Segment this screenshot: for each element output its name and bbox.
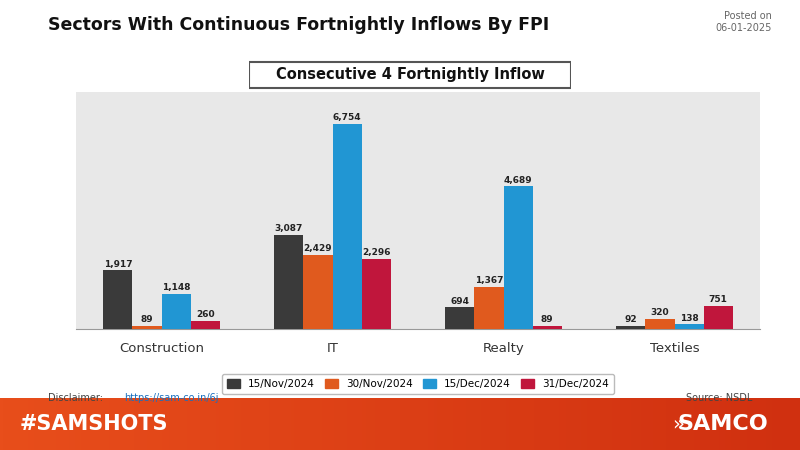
Bar bbox=[616, 326, 646, 328]
Text: 138: 138 bbox=[680, 314, 698, 323]
Text: 1,148: 1,148 bbox=[162, 283, 190, 292]
Bar bbox=[446, 307, 474, 328]
Legend: 15/Nov/2024, 30/Nov/2024, 15/Dec/2024, 31/Dec/2024: 15/Nov/2024, 30/Nov/2024, 15/Dec/2024, 3… bbox=[222, 374, 614, 394]
Text: SAMCO: SAMCO bbox=[678, 414, 768, 434]
Text: 2,296: 2,296 bbox=[362, 248, 390, 257]
Text: 1,917: 1,917 bbox=[103, 260, 132, 269]
Bar bbox=[162, 294, 190, 328]
Text: 4,689: 4,689 bbox=[504, 176, 532, 184]
Bar bbox=[362, 259, 390, 328]
Bar bbox=[274, 235, 303, 328]
Text: Disclaimer:: Disclaimer: bbox=[48, 393, 106, 403]
Text: 2,429: 2,429 bbox=[304, 244, 332, 253]
Bar bbox=[533, 326, 562, 328]
Text: 694: 694 bbox=[450, 297, 470, 306]
Text: Sectors With Continuous Fortnightly Inflows By FPI: Sectors With Continuous Fortnightly Infl… bbox=[48, 16, 550, 34]
Text: 89: 89 bbox=[141, 315, 154, 324]
Text: #SAMSHOTS: #SAMSHOTS bbox=[20, 414, 169, 434]
Bar bbox=[303, 255, 333, 328]
Text: Source: NSDL: Source: NSDL bbox=[686, 393, 752, 403]
Text: 260: 260 bbox=[196, 310, 214, 319]
Bar bbox=[103, 270, 133, 328]
Bar bbox=[646, 319, 674, 328]
Text: 1,367: 1,367 bbox=[474, 276, 503, 285]
Bar bbox=[133, 326, 162, 328]
Text: https://sam-co.in/6j: https://sam-co.in/6j bbox=[124, 393, 218, 403]
Text: 6,754: 6,754 bbox=[333, 113, 362, 122]
Bar bbox=[503, 186, 533, 328]
Text: 89: 89 bbox=[541, 315, 554, 324]
Text: Posted on
06-01-2025: Posted on 06-01-2025 bbox=[716, 11, 772, 33]
Text: 3,087: 3,087 bbox=[274, 224, 303, 233]
Text: 751: 751 bbox=[709, 295, 727, 304]
Text: 320: 320 bbox=[650, 308, 670, 317]
Bar bbox=[674, 324, 703, 328]
Bar bbox=[703, 306, 733, 328]
Bar bbox=[474, 287, 503, 328]
Text: Consecutive 4 Fortnightly Inflow: Consecutive 4 Fortnightly Inflow bbox=[275, 67, 545, 81]
Bar bbox=[190, 320, 220, 328]
Bar bbox=[333, 124, 362, 328]
Text: 92: 92 bbox=[625, 315, 638, 324]
Text: »: » bbox=[672, 414, 684, 434]
FancyBboxPatch shape bbox=[249, 62, 571, 89]
